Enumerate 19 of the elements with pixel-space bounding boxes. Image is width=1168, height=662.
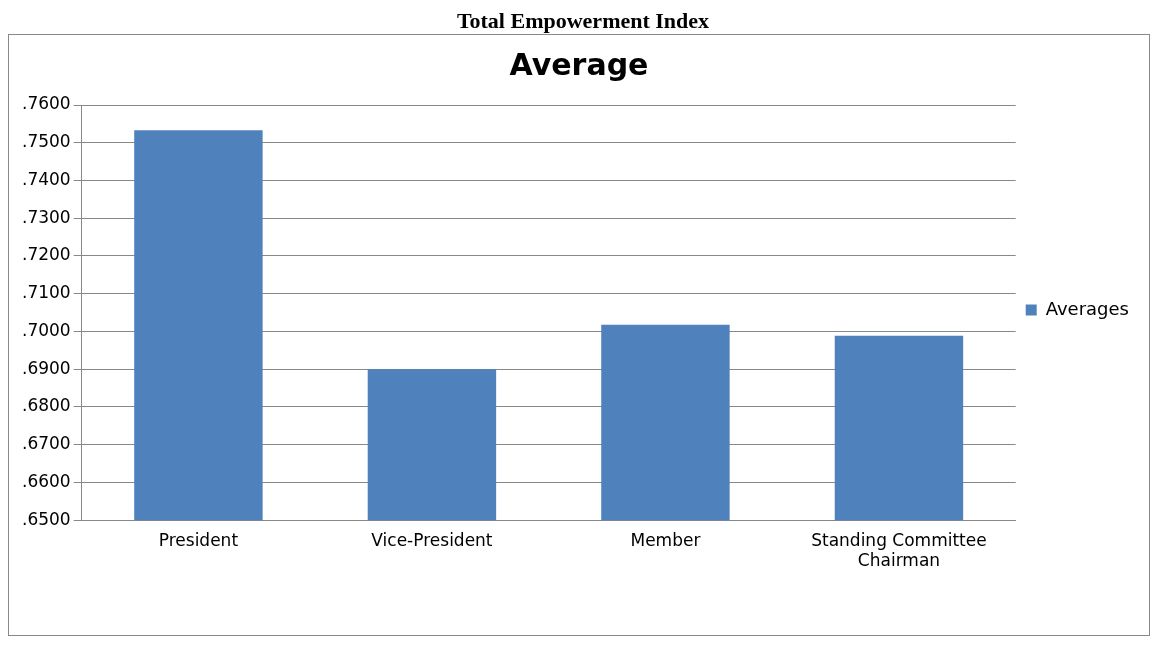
y-tick-label: .6600 <box>22 470 71 491</box>
y-tick-label: .7000 <box>22 319 71 340</box>
x-tick-label: President <box>158 529 239 550</box>
x-tick-label: Member <box>630 529 701 550</box>
y-tick-label: .6900 <box>22 357 71 378</box>
y-tick-label: .7600 <box>22 93 71 114</box>
x-tick-label: Vice-President <box>371 529 493 550</box>
y-tick-label: .7100 <box>22 282 71 303</box>
y-tick-label: .7300 <box>22 206 71 227</box>
y-tick-label: .7200 <box>22 244 71 265</box>
y-tick-label: .6500 <box>22 508 71 529</box>
text: Total Empowerment Index <box>455 8 711 34</box>
chart-title: Average <box>509 46 649 82</box>
y-tick-label: .6800 <box>22 395 71 416</box>
legend-label: Averages <box>1045 297 1129 319</box>
x-tick-label: Standing Committee Chairman <box>811 529 987 571</box>
y-tick-label: .7500 <box>22 131 71 152</box>
y-tick-label: .7400 <box>22 168 71 189</box>
y-tick-label: .6700 <box>22 433 71 454</box>
